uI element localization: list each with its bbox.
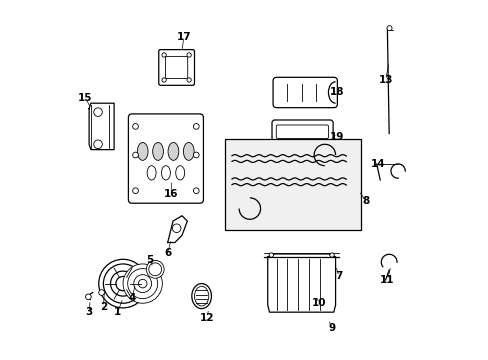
Ellipse shape (168, 143, 179, 160)
Text: 15: 15 (78, 93, 93, 103)
Ellipse shape (147, 166, 156, 180)
Text: 14: 14 (370, 159, 385, 169)
Text: 13: 13 (378, 75, 392, 85)
FancyBboxPatch shape (271, 120, 332, 144)
Text: 17: 17 (176, 32, 191, 42)
Ellipse shape (175, 166, 184, 180)
Text: 8: 8 (362, 197, 369, 206)
Text: 11: 11 (379, 275, 394, 285)
Circle shape (386, 26, 391, 31)
Polygon shape (167, 216, 187, 243)
Circle shape (99, 290, 104, 296)
Ellipse shape (152, 143, 163, 160)
Text: 9: 9 (328, 323, 335, 333)
Circle shape (85, 294, 91, 300)
Circle shape (329, 253, 333, 257)
Circle shape (132, 188, 138, 194)
Circle shape (162, 78, 166, 82)
Ellipse shape (191, 284, 211, 309)
Circle shape (94, 140, 102, 149)
Text: 3: 3 (85, 307, 93, 317)
Polygon shape (89, 103, 114, 150)
Text: 4: 4 (128, 293, 135, 303)
Circle shape (193, 123, 199, 129)
FancyBboxPatch shape (272, 77, 337, 108)
Circle shape (132, 152, 138, 158)
Ellipse shape (161, 166, 170, 180)
FancyBboxPatch shape (159, 50, 194, 85)
Circle shape (268, 253, 273, 257)
Text: 6: 6 (164, 248, 171, 258)
Circle shape (162, 53, 166, 57)
Circle shape (146, 260, 164, 278)
FancyBboxPatch shape (128, 114, 203, 203)
Text: 12: 12 (199, 312, 214, 323)
Circle shape (186, 78, 191, 82)
Text: 5: 5 (146, 255, 153, 265)
Text: 10: 10 (312, 298, 326, 308)
Polygon shape (267, 254, 335, 312)
Circle shape (123, 264, 162, 303)
Circle shape (132, 123, 138, 129)
Ellipse shape (137, 143, 148, 160)
Circle shape (193, 188, 199, 194)
Circle shape (186, 53, 191, 57)
Bar (224, 139, 360, 230)
Text: 1: 1 (114, 307, 121, 317)
Ellipse shape (183, 143, 194, 160)
Text: 16: 16 (163, 189, 178, 199)
Text: 18: 18 (329, 87, 344, 98)
Circle shape (94, 108, 102, 116)
Text: 7: 7 (335, 271, 342, 282)
Circle shape (172, 224, 181, 233)
Text: 19: 19 (329, 132, 344, 142)
Circle shape (193, 152, 199, 158)
Text: 2: 2 (100, 302, 107, 312)
Circle shape (99, 259, 147, 308)
